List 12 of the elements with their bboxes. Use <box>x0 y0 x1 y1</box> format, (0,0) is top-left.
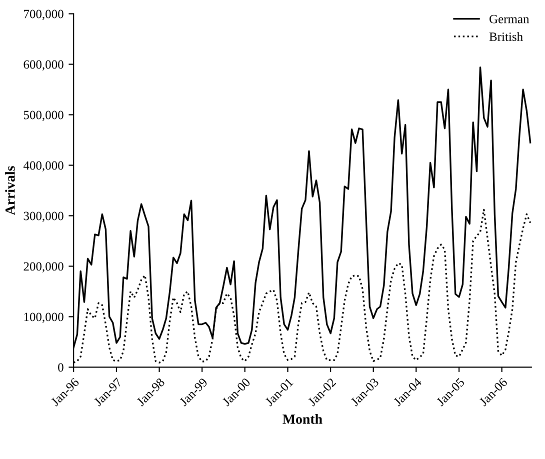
y-axis-title: Arrivals <box>5 166 15 216</box>
y-tick-label: 300,000 <box>24 212 64 222</box>
legend-label: German <box>490 14 530 24</box>
y-tick-label: 700,000 <box>24 10 64 20</box>
y-tick-label: 400,000 <box>23 161 64 172</box>
x-axis-title: Month <box>282 414 322 424</box>
y-tick-label: 600,000 <box>24 60 64 71</box>
legend-label: British <box>489 32 523 41</box>
y-tick-label: 100,000 <box>24 312 64 323</box>
y-tick-label: 200,000 <box>24 262 64 272</box>
y-tick-label: 0 <box>58 363 64 372</box>
y-tick-label: 500,000 <box>24 110 64 122</box>
